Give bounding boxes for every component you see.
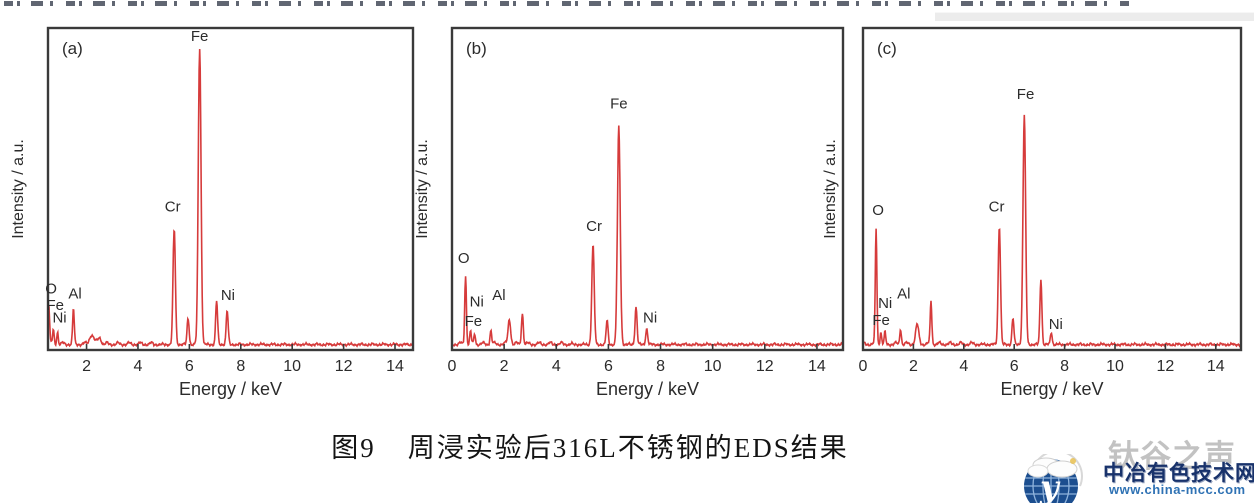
x-tick-label: 10: [1106, 358, 1124, 375]
element-label: O: [872, 202, 884, 219]
x-tick-label: 14: [386, 358, 404, 375]
x-tick-label: 10: [704, 358, 722, 375]
element-label: Ni: [643, 310, 657, 327]
element-label: Ni: [470, 294, 484, 311]
x-tick-label: 6: [185, 358, 194, 375]
plot-frame: [46, 26, 415, 352]
x-axis-label: Energy / keV: [596, 379, 699, 399]
element-label: Fe: [872, 312, 890, 329]
panel-label: (b): [466, 39, 487, 58]
x-tick-label: 0: [859, 358, 868, 375]
element-label: Al: [492, 287, 505, 304]
x-tick-label: 0: [448, 358, 457, 375]
element-label: Cr: [165, 199, 181, 216]
globe-grid: [1024, 459, 1078, 503]
element-label: Fe: [610, 96, 628, 113]
x-tick-label: 6: [1010, 358, 1019, 375]
x-tick-label: 14: [808, 358, 826, 375]
plot-frame: [450, 26, 845, 352]
eds-panel-a: 2 4 6 8 10 12 14 Energy / keV Intensity / a.u. (a…: [8, 20, 420, 420]
element-label: Ni: [52, 310, 66, 327]
x-tick-label: 4: [552, 358, 561, 375]
x-tick-label: 4: [134, 358, 143, 375]
eds-chart-c: 0 2 4 6 8 10 12 14 Energy / keV Intensity / a.u. (…: [822, 26, 1243, 399]
x-tick-label: 12: [335, 358, 353, 375]
x-axis-label: Energy / keV: [179, 379, 282, 399]
eds-panel-b: 0 2 4 6 8 10 12 14 Energy / keV Intensity / a.u. (…: [412, 20, 850, 420]
element-label: Ni: [878, 295, 892, 312]
x-tick-label: 10: [283, 358, 301, 375]
x-tick-label: 8: [1060, 358, 1069, 375]
element-label: Cr: [989, 199, 1005, 216]
brand-site-name: 中冶有色技术网: [1103, 461, 1254, 485]
y-axis-label: Intensity / a.u.: [822, 139, 839, 239]
clipped-text-top: [4, 1, 1132, 6]
element-label: Al: [897, 285, 910, 302]
x-tick-label: 2: [82, 358, 91, 375]
x-axis-label: Energy / keV: [1000, 379, 1103, 399]
figure-caption-text: 周浸实验后316L不锈钢的EDS结果: [407, 433, 849, 463]
globe-icon: y: [1024, 454, 1083, 503]
site-watermark: y 钛谷之声 中冶有色技术网 www.china-mcc.com: [1012, 430, 1254, 503]
x-tick-label: 2: [909, 358, 918, 375]
x-tick-label: 12: [756, 358, 774, 375]
element-label: Fe: [191, 28, 209, 45]
brand-slogan: 钛谷之声: [1108, 439, 1236, 475]
brand-url: www.china-mcc.com: [1109, 482, 1246, 497]
element-label: Fe: [465, 313, 483, 330]
x-tick-label: 8: [236, 358, 245, 375]
x-tick-label: 8: [656, 358, 665, 375]
x-tick-label: 12: [1157, 358, 1175, 375]
light-strip: [935, 12, 1254, 22]
spectrum-line: [862, 114, 1242, 348]
panel-label: (c): [877, 39, 897, 58]
element-label: O: [458, 250, 470, 267]
element-label: Al: [68, 285, 81, 302]
eds-panel-c: 0 2 4 6 8 10 12 14 Energy / keV Intensity / a.u. (…: [820, 20, 1254, 420]
spectrum-line: [47, 48, 414, 348]
element-label: Ni: [221, 287, 235, 304]
element-label: Ni: [1049, 316, 1063, 333]
cloud-icon: [1027, 457, 1078, 478]
element-label: O: [45, 281, 57, 298]
y-axis-label: Intensity / a.u.: [10, 139, 27, 239]
x-tick-label: 2: [500, 358, 509, 375]
element-label: Cr: [586, 218, 602, 235]
figure-number: 图9: [331, 433, 376, 463]
eds-chart-b: 0 2 4 6 8 10 12 14 Energy / keV Intensity / a.u. (…: [414, 26, 845, 399]
eds-chart-a: 2 4 6 8 10 12 14 Energy / keV Intensity / a.u. (a…: [10, 26, 415, 399]
x-tick-label: 14: [1207, 358, 1225, 375]
plot-frame: [861, 26, 1243, 352]
x-tick-label: 4: [959, 358, 968, 375]
y-axis-label: Intensity / a.u.: [414, 139, 431, 239]
panel-label: (a): [62, 39, 83, 58]
element-label: Fe: [1017, 86, 1035, 103]
spectrum-line: [451, 125, 844, 348]
figure-caption: 图9 周浸实验后316L不锈钢的EDS结果: [0, 426, 1180, 465]
x-tick-label: 6: [604, 358, 613, 375]
element-label: Fe: [46, 297, 64, 314]
